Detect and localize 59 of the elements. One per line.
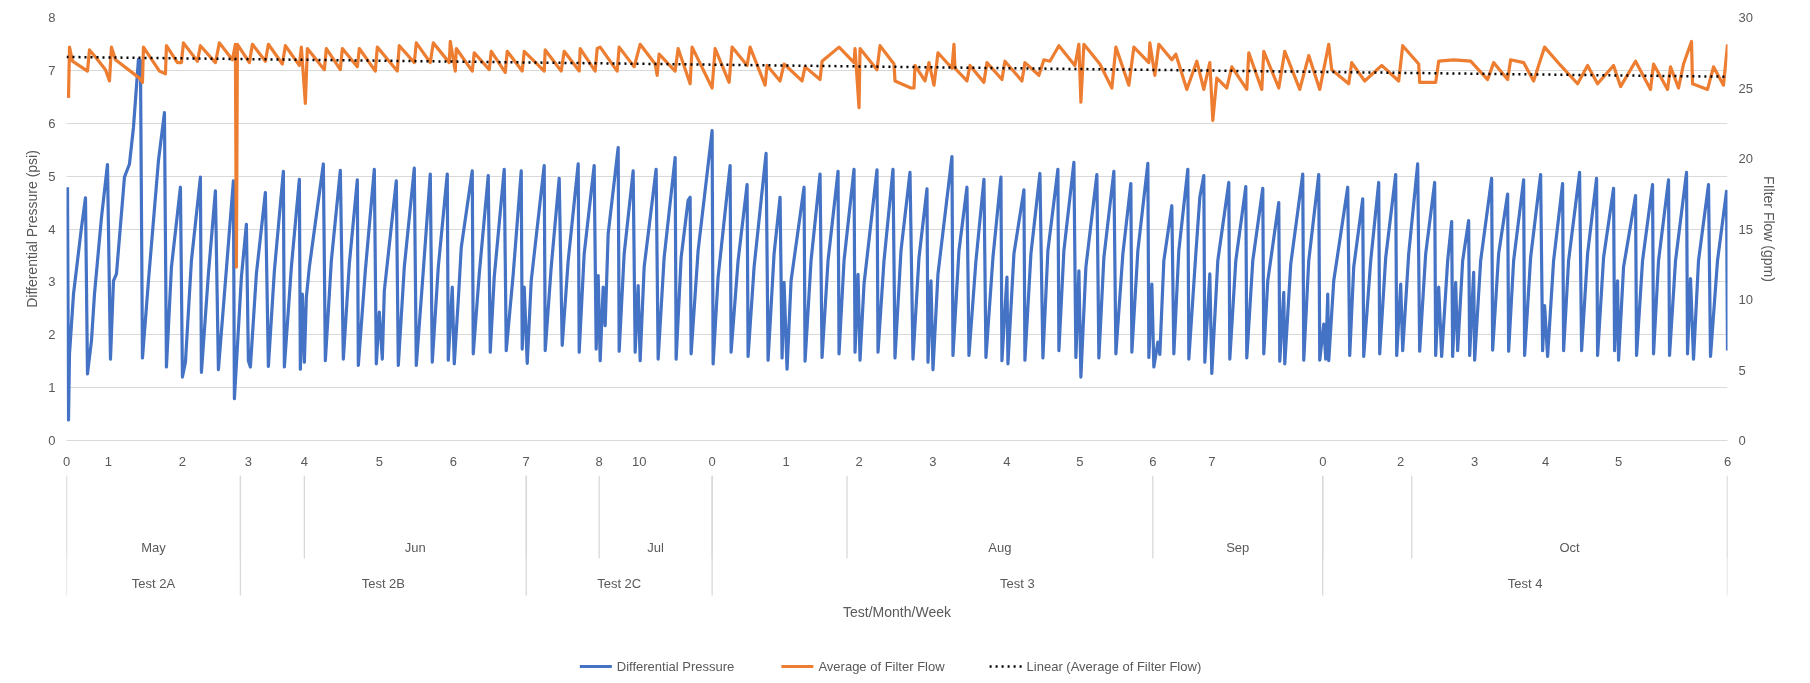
y2-tick-label: 25 bbox=[1738, 80, 1753, 96]
y2-axis-title: FIlter Flow (gpm) bbox=[1760, 176, 1777, 282]
y-tick-label: 6 bbox=[48, 115, 56, 131]
x-tick-label: 8 bbox=[595, 453, 603, 469]
legend-label: Linear (Average of Filter Flow) bbox=[1026, 659, 1202, 674]
x-tick-label: 1 bbox=[104, 453, 113, 469]
x-tick-label: 6 bbox=[1723, 453, 1732, 469]
x-tick-label: 1 bbox=[782, 453, 790, 469]
y-tick-label: 8 bbox=[48, 10, 56, 25]
y-tick-label: 1 bbox=[48, 380, 56, 396]
x-tick-label: 3 bbox=[929, 453, 937, 469]
x-tick-label: 6 bbox=[1149, 453, 1157, 469]
x-tick-label: 0 bbox=[708, 453, 716, 469]
x-tick-label: 5 bbox=[375, 453, 383, 469]
text: Oct bbox=[1559, 540, 1581, 555]
x-tick-label: 6 bbox=[449, 453, 457, 469]
legend-label: Differential Pressure bbox=[616, 659, 735, 674]
x-tick-label: 5 bbox=[1614, 453, 1623, 469]
text: Test/Month/Week bbox=[843, 603, 952, 620]
text: Aug bbox=[988, 540, 1012, 555]
text: Test 3 bbox=[1000, 576, 1035, 591]
x-tick-label: 5 bbox=[1076, 453, 1084, 469]
y2-tick-label: 30 bbox=[1738, 10, 1753, 25]
y2-tick-label: 0 bbox=[1738, 433, 1746, 448]
y2-tick-label: 10 bbox=[1738, 292, 1753, 307]
x-tick-label: 10 bbox=[631, 453, 647, 469]
text: Jun bbox=[404, 540, 426, 555]
x-tick-label: 0 bbox=[62, 453, 71, 469]
y2-tick-label: 20 bbox=[1738, 151, 1753, 166]
legend-label: Average of Filter Flow bbox=[818, 659, 946, 674]
text: Test 2C bbox=[597, 576, 642, 591]
y-tick-label: 2 bbox=[48, 327, 56, 343]
line-series bbox=[66, 57, 1728, 422]
x-tick-label: 4 bbox=[1003, 453, 1011, 469]
text: Test 2A bbox=[131, 576, 176, 591]
x-tick-label: 4 bbox=[300, 453, 308, 469]
x-tick-label: 0 bbox=[1319, 453, 1327, 469]
y-tick-label: 0 bbox=[48, 433, 56, 448]
text: Jul bbox=[647, 540, 665, 555]
text: Test 2B bbox=[361, 576, 406, 591]
y-tick-label: 4 bbox=[48, 221, 56, 237]
x-tick-label: 4 bbox=[1541, 453, 1550, 469]
x-tick-label: 3 bbox=[244, 453, 253, 469]
y-tick-label: 5 bbox=[48, 168, 56, 184]
text: May bbox=[141, 540, 167, 555]
x-tick-label: 7 bbox=[522, 453, 530, 469]
x-tick-label: 2 bbox=[855, 453, 863, 469]
x-tick-label: 3 bbox=[1471, 453, 1479, 469]
y2-tick-label: 5 bbox=[1738, 362, 1746, 378]
y-tick-label: 3 bbox=[48, 274, 56, 290]
x-tick-label: 7 bbox=[1208, 453, 1216, 469]
line-series bbox=[66, 39, 1728, 269]
y2-tick-label: 15 bbox=[1738, 221, 1753, 237]
text: Sep bbox=[1226, 540, 1250, 555]
text: Test 4 bbox=[1507, 576, 1543, 591]
y-axis-title: Differential Pressure (psi) bbox=[24, 150, 41, 308]
y-tick-label: 7 bbox=[48, 62, 56, 78]
x-tick-label: 2 bbox=[1397, 453, 1405, 469]
x-tick-label: 2 bbox=[178, 453, 187, 469]
